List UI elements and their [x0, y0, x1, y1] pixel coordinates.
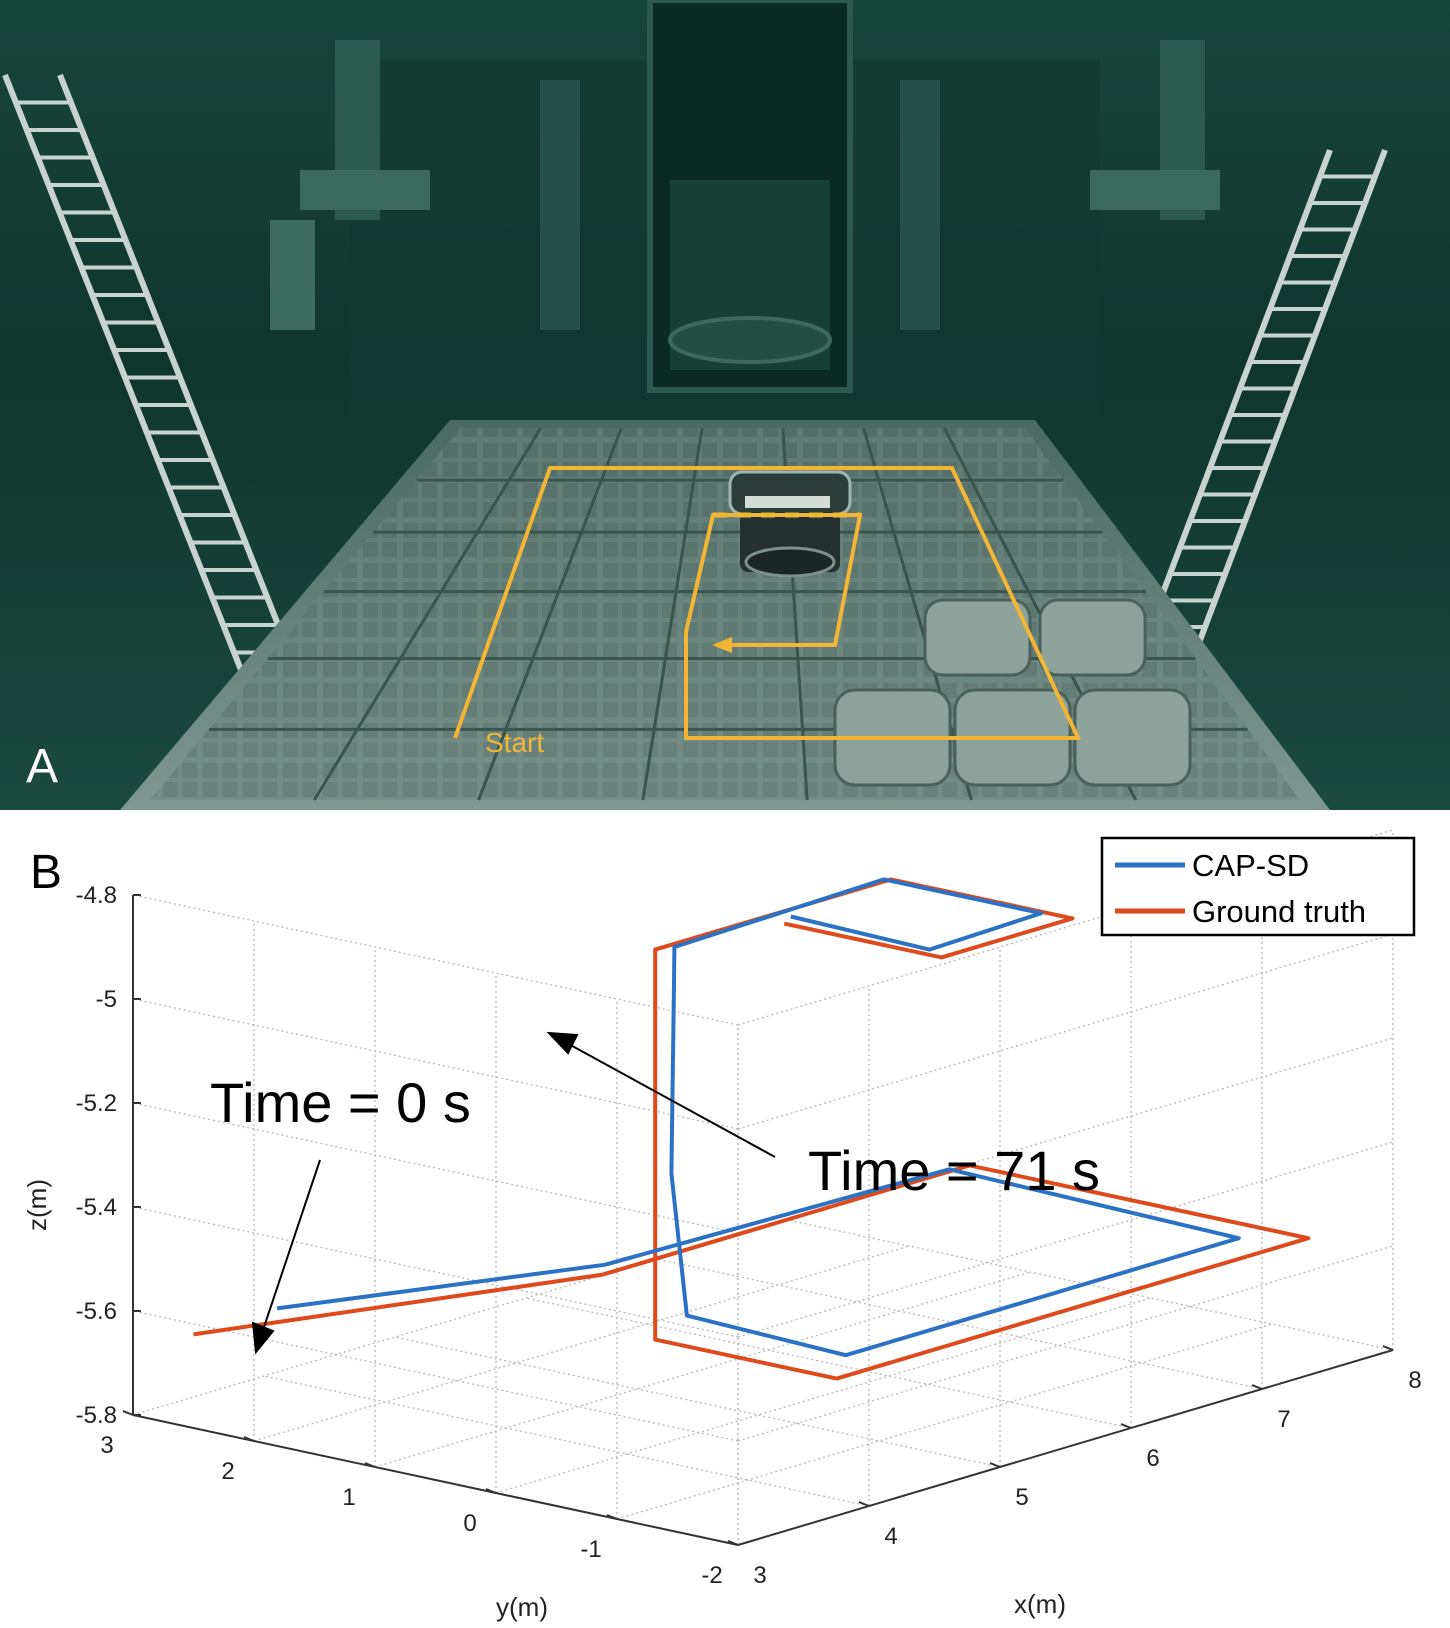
- grid-line: [616, 1323, 1273, 1520]
- x-tick-label: 7: [1277, 1406, 1290, 1433]
- grid-line: [656, 1258, 1263, 1390]
- rear-hatch: [668, 316, 832, 364]
- path-arrowhead-icon: [712, 637, 732, 653]
- z-tick-label: -5.2: [76, 1090, 117, 1117]
- z-tick-label: -5.6: [76, 1298, 117, 1325]
- y-tick: [364, 1462, 376, 1468]
- x-axis-label: x(m): [1014, 1589, 1066, 1619]
- grid-line: [737, 829, 1394, 1026]
- x-tick: [989, 1462, 1001, 1468]
- ladder-icon: [2, 73, 303, 682]
- legend-label-cap-sd: CAP-SD: [1192, 848, 1309, 883]
- chart-series: [193, 877, 1311, 1381]
- grid-line: [737, 1245, 1394, 1442]
- y-tick-label: -2: [701, 1562, 722, 1589]
- series-line-ground-truth: [193, 877, 1311, 1381]
- grid-line: [737, 1037, 1394, 1234]
- y-tick: [485, 1488, 497, 1494]
- chart-legend: CAP-SD Ground truth: [1100, 836, 1416, 937]
- panel-b-chart: -4.8 -5 -5.2 -5.4 -5.6 -5.8 -2 -1 0 1 2 3 3 4 5 6 7 8 Tim…: [22, 829, 1422, 1622]
- y-axis-label: y(m): [496, 1592, 548, 1622]
- x-tick: [1120, 1423, 1132, 1429]
- annotation-time-end: Time = 71 s: [808, 1139, 1100, 1202]
- grid-line: [737, 1141, 1394, 1338]
- z-axis-label: z(m): [22, 1179, 52, 1231]
- grid-line: [374, 1271, 1031, 1468]
- z-tick-label: -5: [96, 986, 117, 1013]
- grid-line: [253, 1245, 910, 1442]
- y-tick: [606, 1514, 618, 1520]
- planned-path: [453, 466, 1082, 740]
- chart-grid: [132, 829, 1394, 1546]
- grid-line: [132, 1206, 739, 1338]
- x-tick-label: 5: [1015, 1484, 1028, 1511]
- annotation-arrows: [251, 1031, 776, 1355]
- y-tick: [243, 1436, 255, 1442]
- panel-a-label: A: [26, 740, 58, 793]
- column-right-2: [900, 80, 940, 330]
- y-tick-label: 2: [221, 1458, 234, 1485]
- legend-box: [1100, 836, 1416, 937]
- z-tick-label: -5.8: [76, 1402, 117, 1429]
- grid-line: [132, 894, 739, 1026]
- x-tick: [858, 1501, 870, 1507]
- x-tick-label: 3: [753, 1562, 766, 1589]
- x-tick-label: 4: [884, 1523, 897, 1550]
- grid-line: [132, 998, 739, 1130]
- y-axis-line: [132, 1414, 739, 1546]
- x-tick-label: 6: [1146, 1445, 1159, 1472]
- y-tick-label: 3: [100, 1432, 113, 1459]
- grid-line: [495, 1297, 1152, 1494]
- panel-a-scene: Start A: [0, 0, 1450, 810]
- robot-icon: [728, 470, 852, 578]
- bracket-left: [300, 170, 430, 210]
- y-tick-label: -1: [580, 1536, 601, 1563]
- chart-axes: [132, 895, 1394, 1546]
- grid-line: [394, 1336, 1001, 1468]
- z-tick-label: -4.8: [76, 882, 117, 909]
- grid-line: [787, 1219, 1394, 1351]
- y-tick-label: 1: [342, 1484, 355, 1511]
- grid-line: [525, 1297, 1132, 1429]
- y-tick-label: 0: [463, 1510, 476, 1537]
- x-axis-line: [737, 1349, 1394, 1546]
- column-left-2: [540, 80, 580, 330]
- bracket-right: [1090, 170, 1220, 210]
- grid-line: [132, 1219, 789, 1416]
- x-tick-label: 8: [1408, 1367, 1421, 1394]
- grid-line: [263, 1375, 870, 1507]
- legend-label-ground-truth: Ground truth: [1192, 894, 1366, 929]
- grid-line: [132, 1102, 739, 1234]
- z-tick-label: -5.4: [76, 1194, 117, 1221]
- x-tick: [1382, 1345, 1394, 1351]
- y-tick: [122, 1410, 134, 1416]
- panel-b-label: B: [30, 846, 62, 899]
- grid-line: [132, 1310, 739, 1442]
- annotation-time-start: Time = 0 s: [210, 1071, 471, 1134]
- start-label: Start: [485, 727, 544, 758]
- grid-line: [737, 933, 1394, 1130]
- series-line-cap-sd: [276, 877, 1241, 1358]
- x-tick: [1251, 1384, 1263, 1390]
- x-tick: [727, 1540, 739, 1546]
- pump-left: [270, 220, 315, 330]
- chart-ticks: -4.8 -5 -5.2 -5.4 -5.6 -5.8 -2 -1 0 1 2 3 3 4 5 6 7 8: [76, 882, 1422, 1589]
